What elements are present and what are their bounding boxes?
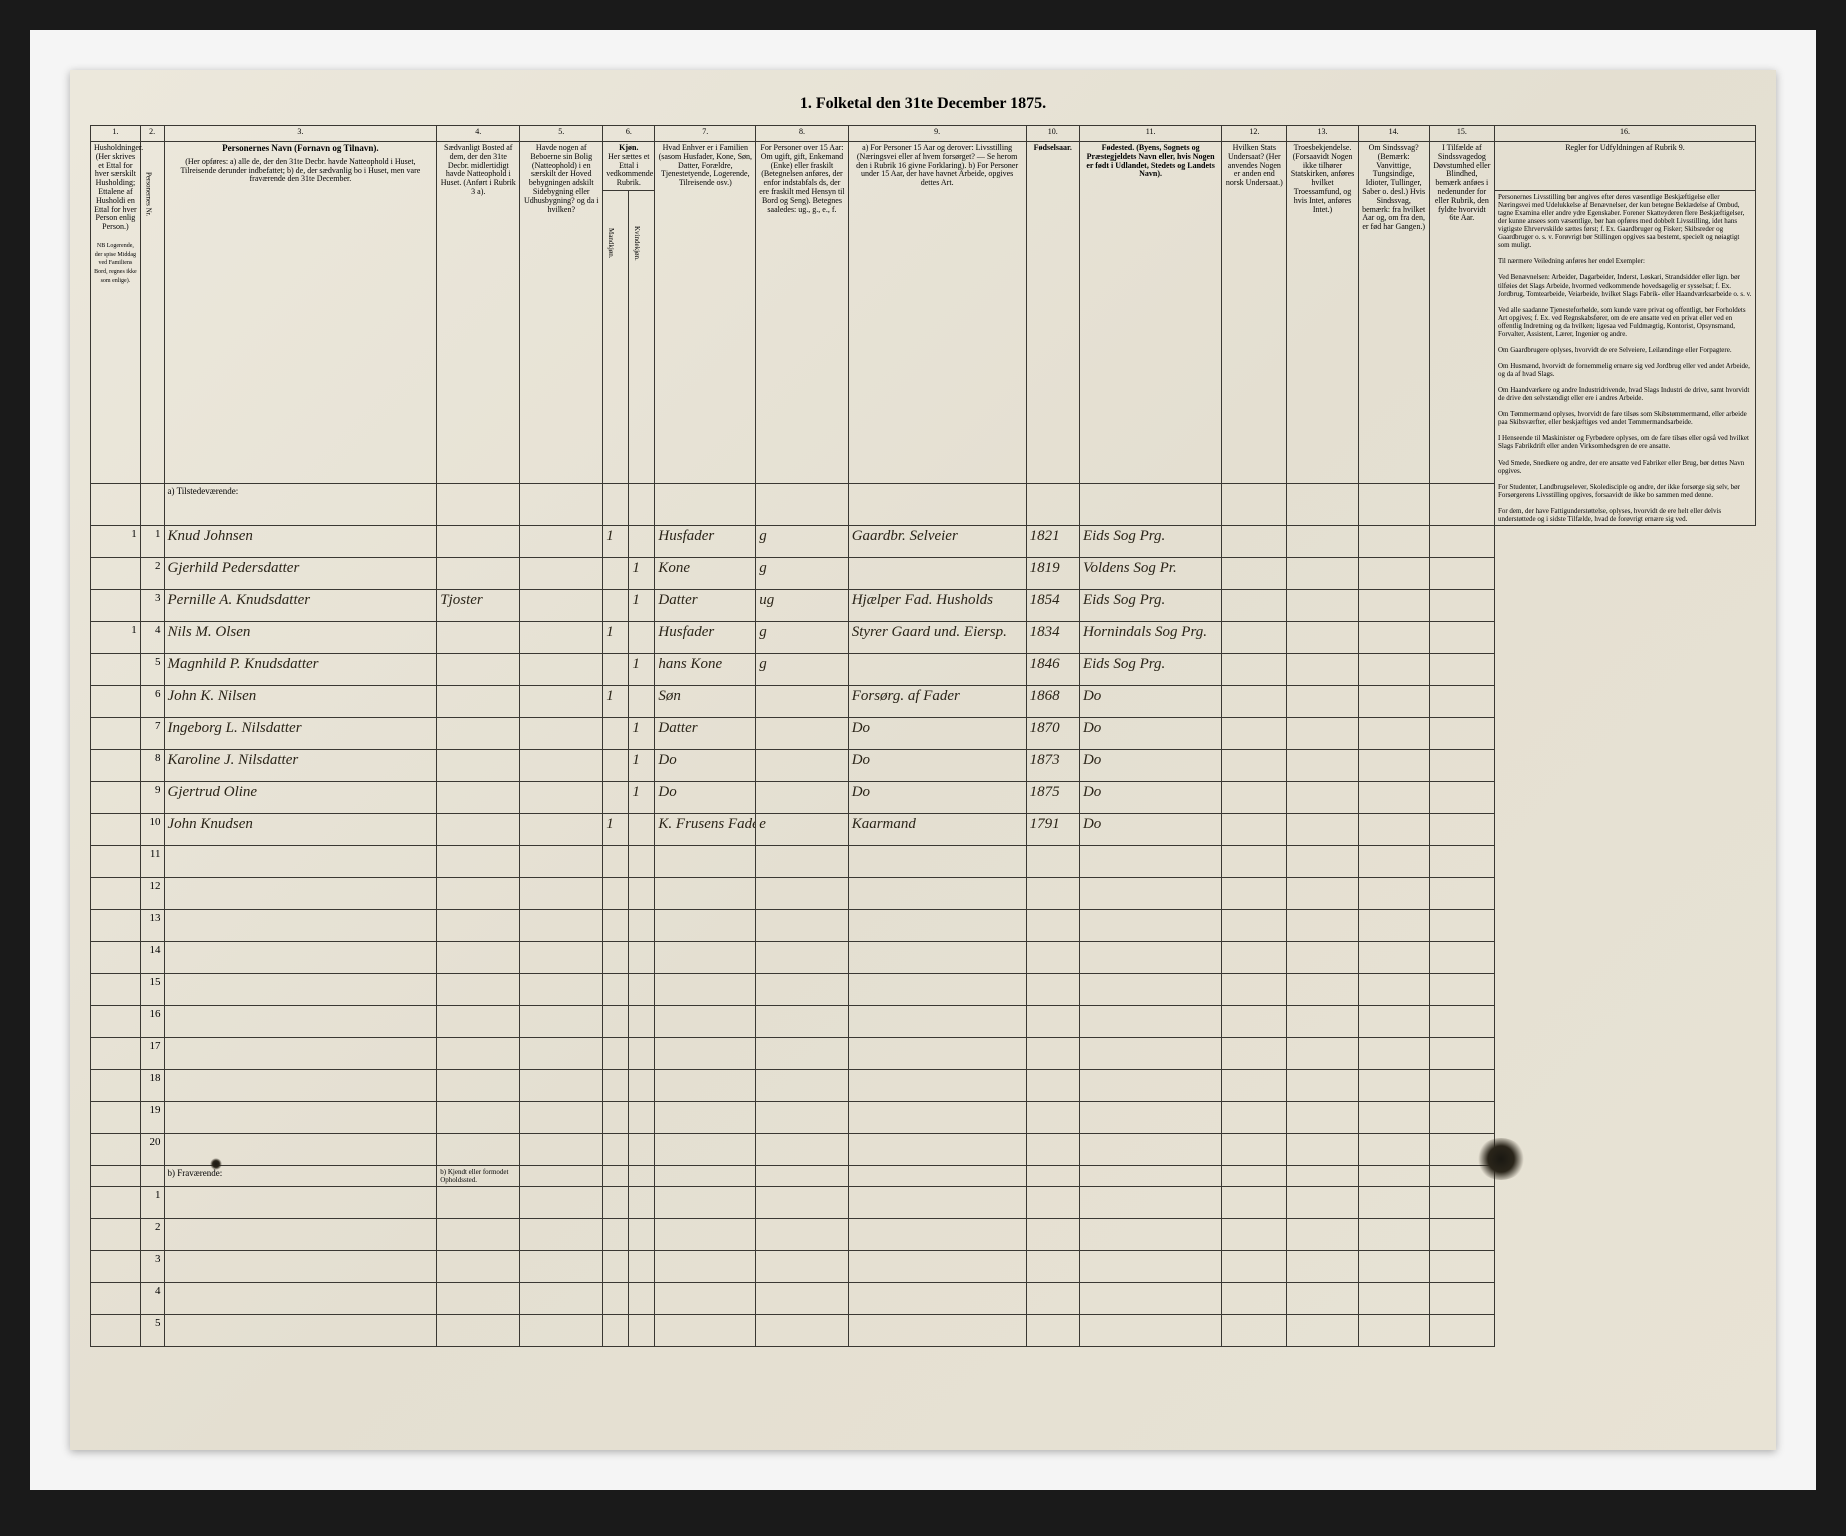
- data-rows: 11Knud Johnsen1HusfadergGaardbr. Selveie…: [91, 525, 1756, 845]
- ink-dot: [210, 1158, 222, 1170]
- section-a-label: a) Tilstedeværende:: [164, 484, 437, 526]
- table-row: 13: [91, 909, 1756, 941]
- coln-4: 4.: [437, 126, 520, 142]
- coln-16: 16.: [1494, 126, 1755, 142]
- table-row: 5: [91, 1314, 1756, 1346]
- table-row: 11: [91, 845, 1756, 877]
- h3: Personernes Navn (Fornavn og Tilnavn). (…: [164, 142, 437, 484]
- h5: Havde nogen af Beboerne sin Bolig (Natte…: [520, 142, 603, 484]
- h13: Troesbekjendelse. (Forsaavidt Nogen ikke…: [1287, 142, 1358, 484]
- coln-11: 11.: [1079, 126, 1221, 142]
- table-row: 3: [91, 1250, 1756, 1282]
- census-page: 1. Folketal den 31te December 1875. 1. 2…: [70, 70, 1776, 1450]
- table-row: 4: [91, 1282, 1756, 1314]
- coln-9: 9.: [848, 126, 1026, 142]
- section-b-col4: b) Kjendt eller formodet Opholdssted.: [437, 1165, 520, 1186]
- coln-14: 14.: [1358, 126, 1429, 142]
- coln-10: 10.: [1026, 126, 1079, 142]
- table-row: 1: [91, 1186, 1756, 1218]
- h11: Fødested. (Byens, Sognets og Præstegjeld…: [1079, 142, 1221, 484]
- table-row: 17: [91, 1037, 1756, 1069]
- h6: Kjøn. Her sættes et Ettal i vedkommende …: [603, 142, 655, 191]
- table-row: 6John K. Nilsen1SønForsørg. af Fader1868…: [91, 685, 1756, 717]
- ink-smudge: [1476, 1138, 1526, 1180]
- table-row: 12: [91, 877, 1756, 909]
- header-row: Husholdninger. (Her skrives et Ettal for…: [91, 142, 1756, 191]
- table-row: 2: [91, 1218, 1756, 1250]
- coln-2: 2.: [140, 126, 164, 142]
- h2: Personernes Nr.: [140, 142, 164, 484]
- table-row: 11Knud Johnsen1HusfadergGaardbr. Selveie…: [91, 525, 1756, 557]
- table-row: 18: [91, 1069, 1756, 1101]
- empty-rows-a: 11121314151617181920: [91, 845, 1756, 1165]
- table-row: 9Gjertrud Oline1DoDo1875Do: [91, 781, 1756, 813]
- table-row: 7Ingeborg L. Nilsdatter1DatterDo1870Do: [91, 717, 1756, 749]
- empty-rows-b: 12345: [91, 1186, 1756, 1346]
- h4: Sædvanligt Bosted af dem, der den 31te D…: [437, 142, 520, 484]
- coln-13: 13.: [1287, 126, 1358, 142]
- table-row: 16: [91, 1005, 1756, 1037]
- table-row: 2Gjerhild Pedersdatter1Koneg1819Voldens …: [91, 557, 1756, 589]
- h16-title: Regler for Udfyldningen af Rubrik 9.: [1494, 142, 1755, 191]
- column-number-row: 1. 2. 3. 4. 5. 6. 7. 8. 9. 10. 11. 12. 1…: [91, 126, 1756, 142]
- coln-5: 5.: [520, 126, 603, 142]
- coln-7: 7.: [655, 126, 756, 142]
- h7: Hvad Enhver er i Familien (sasom Husfade…: [655, 142, 756, 484]
- coln-3: 3.: [164, 126, 437, 142]
- table-row: 3Pernille A. KnudsdatterTjoster1Datterug…: [91, 589, 1756, 621]
- table-row: 19: [91, 1101, 1756, 1133]
- section-b-label: b) Fraværende:: [164, 1165, 437, 1186]
- coln-8: 8.: [756, 126, 849, 142]
- h14: Om Sindssvag? (Bemærk: Vanvittige, Tungs…: [1358, 142, 1429, 484]
- h1: Husholdninger. (Her skrives et Ettal for…: [91, 142, 141, 484]
- outer-frame: 1. Folketal den 31te December 1875. 1. 2…: [30, 30, 1816, 1490]
- h9: a) For Personer 15 Aar og derover: Livss…: [848, 142, 1026, 484]
- table-row: 8Karoline J. Nilsdatter1DoDo1873Do: [91, 749, 1756, 781]
- h12: Hvilken Stats Undersaat? (Her anvendes N…: [1222, 142, 1287, 484]
- table-row: 14Nils M. Olsen1HusfadergStyrer Gaard un…: [91, 621, 1756, 653]
- page-title: 1. Folketal den 31te December 1875.: [90, 95, 1756, 113]
- table-row: 15: [91, 973, 1756, 1005]
- rubric-text: Personernes Livsstilling bør angives eft…: [1494, 190, 1755, 525]
- table-row: 5Magnhild P. Knudsdatter1hans Koneg1846E…: [91, 653, 1756, 685]
- h15: I Tilfælde af Sindssvagedog Døvstumhed e…: [1429, 142, 1494, 484]
- coln-6: 6.: [603, 126, 655, 142]
- h8: For Personer over 15 Aar: Om ugift, gift…: [756, 142, 849, 484]
- h6b: Kvindekjøn.: [629, 190, 655, 483]
- coln-1: 1.: [91, 126, 141, 142]
- coln-12: 12.: [1222, 126, 1287, 142]
- h6a: Mandkjøn.: [603, 190, 629, 483]
- h10: Fødselsaar.: [1026, 142, 1079, 484]
- table-row: 10John Knudsen1K. Frusens FadereKaarmand…: [91, 813, 1756, 845]
- coln-15: 15.: [1429, 126, 1494, 142]
- table-row: 14: [91, 941, 1756, 973]
